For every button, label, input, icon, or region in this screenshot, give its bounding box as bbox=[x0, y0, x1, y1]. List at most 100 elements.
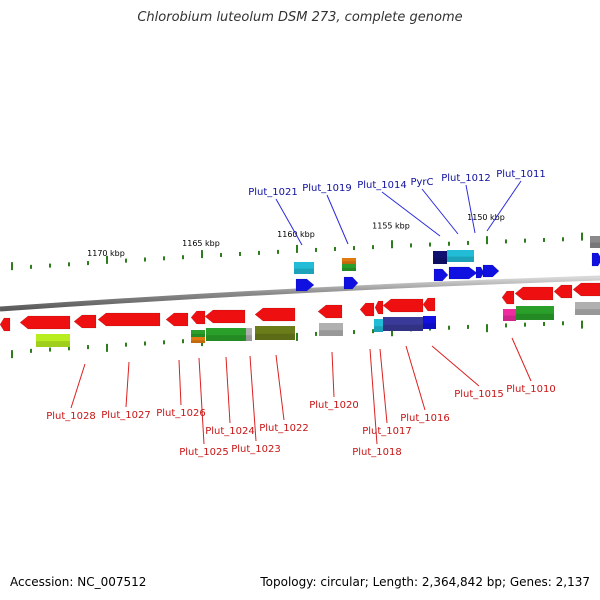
leader-line bbox=[275, 354, 285, 421]
kbp-label: 1155 kbp bbox=[372, 221, 410, 230]
reverse-domain-box-shade bbox=[191, 333, 205, 337]
reverse-domain-box-shade bbox=[516, 313, 554, 320]
forward-gene-arrow bbox=[433, 268, 449, 282]
leader-line bbox=[125, 361, 130, 408]
gene-label-reverse: Plut_1024 bbox=[205, 426, 255, 437]
reverse-gene-arrow bbox=[422, 297, 436, 312]
reverse-domain-box bbox=[383, 317, 423, 331]
forward-gene-arrow bbox=[591, 252, 600, 267]
forward-gene-arrow bbox=[475, 266, 485, 279]
reverse-domain-box-shade bbox=[319, 330, 343, 336]
gene-label-forward: Plut_1021 bbox=[248, 187, 298, 198]
gene-label-reverse: Plut_1020 bbox=[309, 400, 359, 411]
forward-domain-box bbox=[342, 264, 356, 271]
gene-label-reverse: Plut_1010 bbox=[506, 384, 556, 395]
gene-label-forward: PyrC bbox=[410, 177, 433, 188]
forward-domain-box bbox=[433, 251, 447, 264]
forward-gene-arrow bbox=[448, 266, 478, 280]
forward-domain-box-shade bbox=[447, 256, 474, 262]
reverse-domain-box-shade bbox=[255, 333, 295, 340]
gene-label-reverse: Plut_1017 bbox=[362, 426, 412, 437]
leader-line bbox=[331, 351, 335, 398]
reverse-domain-box bbox=[374, 319, 383, 332]
genome-summary: Topology: circular; Length: 2,364,842 bp… bbox=[260, 575, 590, 589]
forward-domain-box-shade bbox=[294, 268, 314, 274]
reverse-gene-arrow bbox=[514, 286, 554, 301]
leader-line bbox=[70, 363, 86, 409]
reverse-domain-box-shade bbox=[383, 324, 423, 331]
leader-line bbox=[225, 356, 231, 424]
gene-label-reverse: Plut_1023 bbox=[231, 444, 281, 455]
gene-label-reverse: Plut_1025 bbox=[179, 447, 229, 458]
reverse-domain-box-shade bbox=[423, 323, 436, 329]
forward-gene-arrow bbox=[295, 278, 315, 292]
reverse-domain-box bbox=[516, 306, 554, 320]
reverse-domain-box-shade bbox=[503, 315, 516, 321]
reverse-gene-arrow bbox=[165, 312, 189, 327]
leader-line bbox=[198, 357, 205, 445]
forward-domain-box-shade bbox=[342, 267, 356, 271]
reverse-gene-arrow bbox=[204, 309, 246, 324]
forward-domain-box-shade bbox=[590, 242, 600, 248]
reverse-domain-box bbox=[575, 302, 600, 315]
label-leader-lines bbox=[70, 180, 532, 445]
reverse-gene-arrow bbox=[501, 290, 515, 305]
leader-line bbox=[379, 348, 388, 424]
forward-domain-box bbox=[294, 262, 314, 274]
gene-label-reverse: Plut_1028 bbox=[46, 411, 96, 422]
reverse-gene-arrow bbox=[19, 315, 71, 330]
forward-gene-arrow bbox=[482, 264, 500, 278]
reverse-domain-box-shade bbox=[575, 309, 600, 315]
reverse-domain-box bbox=[319, 323, 343, 336]
leader-line bbox=[275, 198, 303, 246]
reverse-domain-box-shade bbox=[191, 340, 205, 343]
reverse-domain-box bbox=[255, 326, 295, 340]
forward-domain-box bbox=[447, 250, 474, 262]
reverse-domain-box-shade bbox=[246, 335, 252, 341]
reverse-gene-arrow bbox=[572, 282, 600, 297]
reverse-domain-box-shade bbox=[206, 335, 246, 341]
map-title: Chlorobium luteolum DSM 273, complete ge… bbox=[137, 10, 463, 25]
reverse-gene-arrow bbox=[0, 317, 11, 332]
leader-line bbox=[421, 188, 459, 235]
forward-domain-box-shade bbox=[433, 258, 447, 264]
gene-label-forward: Plut_1012 bbox=[441, 173, 491, 184]
leader-line bbox=[431, 345, 480, 387]
gene-features bbox=[0, 236, 600, 347]
forward-domain-box bbox=[590, 236, 600, 248]
forward-domain-box bbox=[342, 258, 356, 264]
leader-line bbox=[511, 337, 532, 382]
accession-label: Accession: NC_007512 bbox=[10, 575, 147, 589]
reverse-domain-box bbox=[246, 328, 252, 341]
reverse-domain-box bbox=[206, 328, 246, 341]
kbp-label: 1170 kbp bbox=[87, 249, 125, 258]
reverse-domain-box bbox=[423, 316, 436, 329]
leader-line bbox=[486, 180, 522, 232]
reverse-domain-box bbox=[191, 330, 205, 337]
reverse-gene-arrow bbox=[553, 284, 573, 299]
leader-line bbox=[381, 191, 441, 237]
reverse-domain-box-shade bbox=[36, 341, 70, 347]
gene-label-forward: Plut_1011 bbox=[496, 169, 546, 180]
gene-label-reverse: Plut_1018 bbox=[352, 447, 402, 458]
gene-labels: Plut_1021 Plut_1019 Plut_1014 PyrC Plut_1012… bbox=[46, 169, 556, 458]
reverse-gene-arrow bbox=[382, 298, 424, 313]
reverse-domain-box bbox=[191, 337, 205, 343]
forward-gene-arrow bbox=[343, 276, 359, 290]
leader-line bbox=[326, 194, 349, 245]
kbp-label: 1150 kbp bbox=[467, 213, 505, 222]
reverse-domain-box bbox=[36, 334, 70, 347]
leader-line bbox=[405, 345, 426, 411]
leader-line bbox=[465, 184, 476, 234]
gene-label-reverse: Plut_1016 bbox=[400, 413, 450, 424]
gene-label-forward: Plut_1014 bbox=[357, 180, 407, 191]
reverse-gene-arrow bbox=[97, 312, 161, 327]
leader-line bbox=[369, 348, 378, 445]
forward-domain-box-shade bbox=[342, 261, 356, 264]
kbp-label: 1165 kbp bbox=[182, 239, 220, 248]
reverse-gene-arrow bbox=[190, 310, 206, 325]
reverse-domain-box bbox=[503, 309, 516, 321]
reverse-domain-box-shade bbox=[374, 326, 383, 332]
gene-label-reverse: Plut_1027 bbox=[101, 410, 151, 421]
